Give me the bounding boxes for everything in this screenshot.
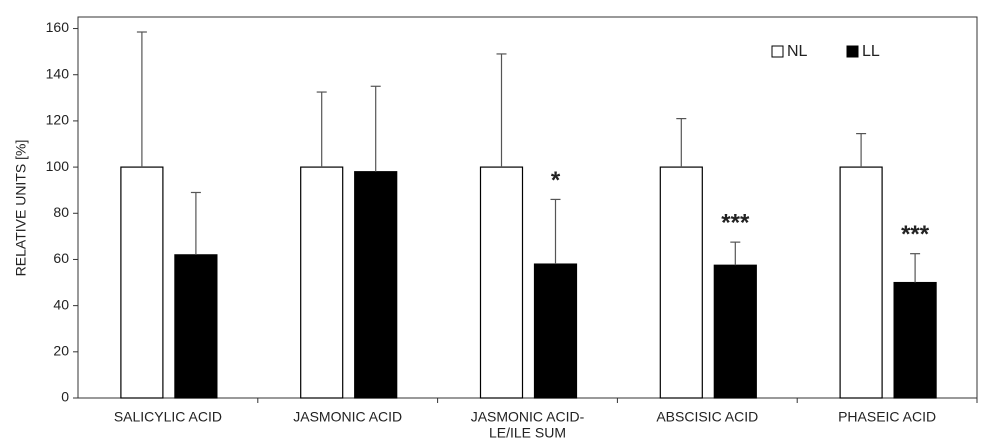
y-axis-label: RELATIVE UNITS [%] [13, 140, 29, 277]
legend-label: NL [787, 43, 808, 60]
x-tick-label: PHASEIC ACID [838, 409, 936, 425]
significance-label: * [551, 167, 561, 194]
y-tick-label: 20 [53, 343, 69, 359]
y-tick-label: 100 [46, 158, 70, 174]
y-tick-label: 80 [53, 204, 69, 220]
significance-label: *** [901, 221, 930, 248]
bar [174, 254, 218, 399]
bar [354, 171, 398, 399]
bar [300, 166, 344, 399]
significance-label: *** [721, 209, 750, 236]
legend-label: LL [862, 43, 880, 60]
x-tick-label: JASMONIC ACID- [471, 409, 585, 425]
bar [839, 166, 883, 399]
x-tick-label: ABSCISIC ACID [656, 409, 758, 425]
bar [893, 281, 937, 399]
y-tick-label: 160 [46, 19, 70, 35]
legend-swatch [846, 45, 859, 58]
bar [120, 166, 164, 399]
y-tick-label: 40 [53, 296, 69, 312]
x-tick-label: SALICYLIC ACID [114, 409, 222, 425]
bar [659, 166, 703, 399]
x-tick-label: JASMONIC ACID [293, 409, 402, 425]
bar [479, 166, 524, 399]
y-tick-label: 120 [46, 112, 70, 128]
bar [533, 263, 578, 399]
y-tick-label: 60 [53, 250, 69, 266]
bar [713, 264, 757, 399]
y-tick-label: 0 [61, 389, 69, 405]
x-tick-label: LE/ILE SUM [489, 425, 566, 441]
plot-frame [77, 16, 978, 399]
legend-swatch [771, 45, 784, 58]
y-tick-label: 140 [46, 65, 70, 81]
